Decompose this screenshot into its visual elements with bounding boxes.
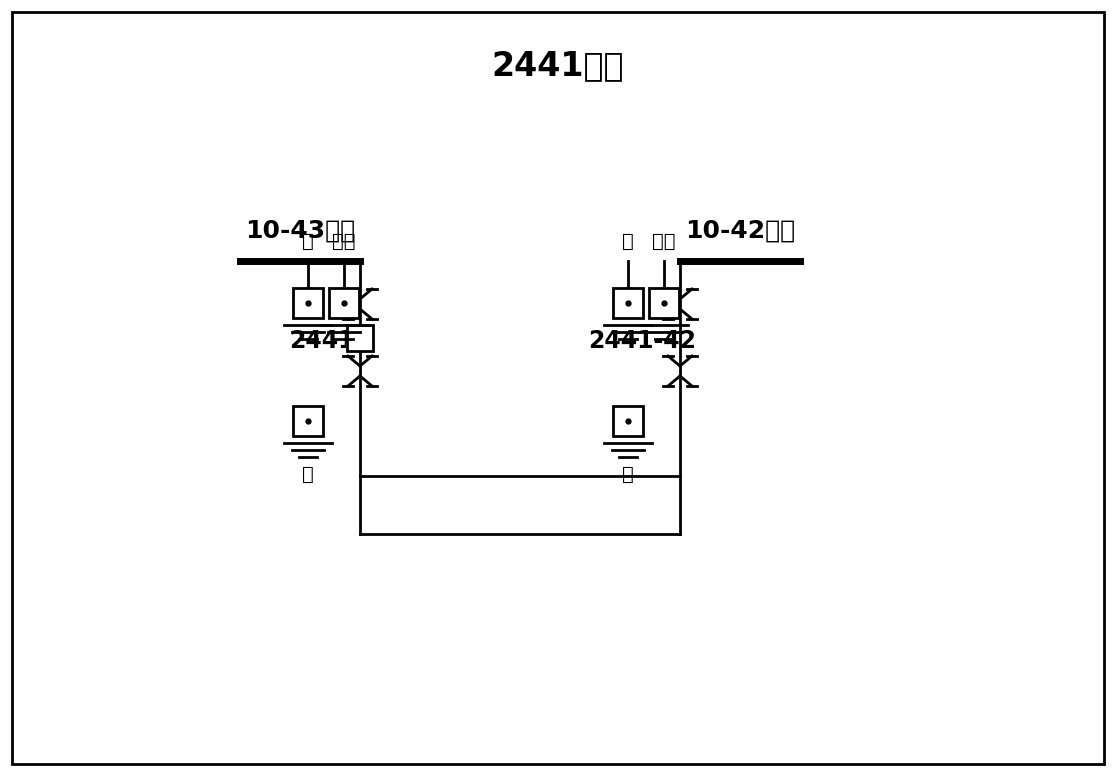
Bar [613, 406, 643, 436]
Bar [294, 288, 323, 318]
Bar [329, 288, 359, 318]
Text: 后: 后 [302, 465, 314, 484]
Text: 10-42母线: 10-42母线 [685, 219, 795, 243]
Bar [347, 325, 373, 351]
Text: 前下: 前下 [652, 232, 676, 251]
Text: 2441-42: 2441-42 [588, 329, 696, 353]
Bar [650, 288, 679, 318]
Text: 前: 前 [302, 232, 314, 251]
Bar [613, 288, 643, 318]
Text: 10-43母线: 10-43母线 [244, 219, 355, 243]
Text: 2441: 2441 [289, 329, 355, 353]
Text: 后: 后 [622, 465, 634, 484]
Text: 前下: 前下 [333, 232, 356, 251]
Text: 前: 前 [622, 232, 634, 251]
Bar [294, 406, 323, 436]
Text: 2441母联: 2441母联 [492, 50, 624, 82]
Bar [346, 324, 374, 352]
